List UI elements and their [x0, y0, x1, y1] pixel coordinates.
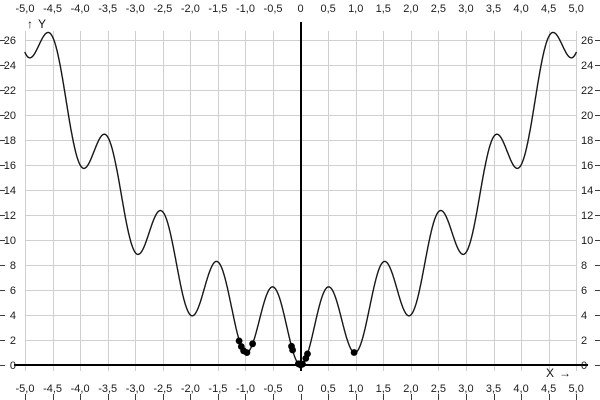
- y-tick-label-right: 20: [581, 110, 593, 122]
- x-tick-label-bottom: 2,5: [431, 383, 446, 395]
- y-tick-label-left: 4: [10, 310, 16, 322]
- x-tick-label-bottom: -2,5: [153, 383, 172, 395]
- y-axis-title: ↑ Y: [27, 17, 46, 31]
- x-tick-label-bottom: 2,0: [403, 383, 418, 395]
- x-tick-label-bottom: -3,5: [98, 383, 117, 395]
- x-tick-label-top: 2,0: [403, 3, 418, 15]
- y-tick-label-right: 14: [581, 185, 593, 197]
- x-tick-label-bottom: 4,5: [541, 383, 556, 395]
- x-axis-title: X →: [546, 366, 571, 380]
- x-tick-label-top: -4,0: [71, 3, 90, 15]
- sample-point: [304, 350, 311, 358]
- x-tick-label-bottom: -4,0: [71, 383, 90, 395]
- x-tick-label-top: 2,5: [431, 3, 446, 15]
- x-tick-label-bottom: -0,5: [264, 383, 283, 395]
- sample-point: [249, 340, 256, 348]
- x-tick-label-bottom: -3,0: [126, 383, 145, 395]
- y-tick-label-left: 16: [4, 160, 16, 172]
- x-tick-label-bottom: -1,5: [208, 383, 227, 395]
- x-tick-label-top: -3,0: [126, 3, 145, 15]
- up-arrow-icon: ↑: [27, 17, 33, 31]
- x-tick-label-top: -1,5: [208, 3, 227, 15]
- x-tick-label-bottom: 1,0: [348, 383, 363, 395]
- x-tick-label-bottom: 0: [298, 383, 304, 395]
- y-tick-label-left: 26: [4, 35, 16, 47]
- right-arrow-icon: →: [559, 366, 572, 380]
- x-tick-label-top: 1,0: [348, 3, 363, 15]
- x-tick-label-bottom: -1,0: [236, 383, 255, 395]
- y-tick-label-right: 26: [581, 35, 593, 47]
- y-tick-label-left: 14: [4, 185, 16, 197]
- y-tick-label-left: 20: [4, 110, 16, 122]
- sample-point: [243, 349, 251, 356]
- y-tick-label-right: 22: [581, 85, 593, 97]
- sample-point: [299, 360, 306, 368]
- y-tick-label-left: 0: [10, 360, 16, 372]
- tick-label-layer: -5,0 -5,0 -4,5 -4,5 -4,0 -4,0 -3,5 -3,5 -3,0 -3,0…: [4, 3, 594, 395]
- y-tick-label-right: 12: [581, 210, 593, 222]
- sample-point: [289, 346, 296, 354]
- y-tick-label-left: 12: [4, 210, 16, 222]
- y-tick-label-right: 8: [581, 260, 587, 272]
- x-tick-label-top: -2,5: [153, 3, 172, 15]
- points-layer: [235, 337, 358, 369]
- y-tick-label-right: 24: [581, 60, 593, 72]
- y-tick-label-left: 22: [4, 85, 16, 97]
- y-tick-label-right: 4: [581, 310, 587, 322]
- x-tick-label-top: 4,0: [513, 3, 528, 15]
- x-tick-label-top: -5,0: [16, 3, 35, 15]
- x-tick-label-bottom: -5,0: [16, 383, 35, 395]
- y-tick-label-left: 10: [4, 235, 16, 247]
- x-tick-label-bottom: 5,0: [569, 383, 584, 395]
- y-tick-label-left: 8: [10, 260, 16, 272]
- x-tick-label-bottom: 0,5: [321, 383, 336, 395]
- x-tick-label-bottom: 4,0: [513, 383, 528, 395]
- x-tick-label-top: 0,5: [321, 3, 336, 15]
- y-tick-label-left: 18: [4, 135, 16, 147]
- x-tick-label-top: -3,5: [98, 3, 117, 15]
- y-tick-label-right: 10: [581, 235, 593, 247]
- x-tick-label-top: -1,0: [236, 3, 255, 15]
- y-tick-label-right: 2: [581, 335, 587, 347]
- x-tick-label-top: -4,5: [43, 3, 62, 15]
- y-axis-letter: Y: [38, 17, 47, 31]
- y-tick-label-right: 0: [581, 360, 587, 372]
- x-tick-label-top: 3,0: [458, 3, 473, 15]
- x-tick-label-bottom: 3,0: [458, 383, 473, 395]
- x-tick-label-top: 1,5: [376, 3, 391, 15]
- y-tick-label-left: 6: [10, 285, 16, 297]
- x-axis-letter: X: [546, 366, 555, 380]
- x-tick-label-top: 5,0: [569, 3, 584, 15]
- x-tick-label-top: 3,5: [486, 3, 501, 15]
- y-tick-label-right: 18: [581, 135, 593, 147]
- tick-layer: [0, 40, 600, 400]
- y-tick-label-left: 24: [4, 60, 16, 72]
- x-tick-label-bottom: 3,5: [486, 383, 501, 395]
- x-tick-label-top: -0,5: [264, 3, 283, 15]
- x-tick-label-top: -2,0: [181, 3, 200, 15]
- y-tick-label-right: 6: [581, 285, 587, 297]
- sample-point: [350, 349, 358, 356]
- y-tick-label-right: 16: [581, 160, 593, 172]
- x-tick-label-top: 0: [298, 3, 304, 15]
- x-tick-label-bottom: -4,5: [43, 383, 62, 395]
- axis-layer: [14, 22, 588, 371]
- y-tick-label-left: 2: [10, 335, 16, 347]
- x-tick-label-bottom: 1,5: [376, 383, 391, 395]
- x-tick-label-bottom: -2,0: [181, 383, 200, 395]
- x-tick-label-top: 4,5: [541, 3, 556, 15]
- sample-point: [235, 337, 243, 345]
